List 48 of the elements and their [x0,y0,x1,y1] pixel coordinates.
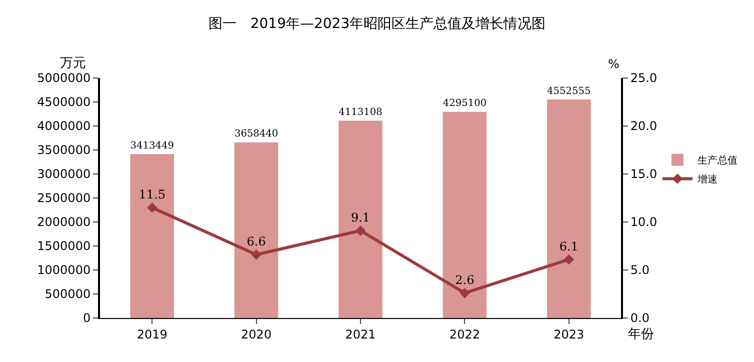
y2-tick-label: 10.0 [630,215,658,230]
legend-label: 增速 [696,174,718,186]
y-tick-label: 4000000 [37,119,91,134]
x-tick-label: 2020 [241,327,272,342]
y-tick-label: 5000000 [37,71,91,86]
point [460,288,470,298]
y2-tick-label: 20.0 [630,119,658,134]
y-tick-label: 500000 [44,287,91,302]
data-label: 2.6 [455,273,474,288]
y2-tick-label: 5.0 [630,263,650,278]
point [564,254,574,265]
data-label: 4552555 [547,86,591,97]
data-label: 3658440 [234,128,278,140]
y-tick-label: 2500000 [37,191,91,206]
y-tick-label: 3000000 [37,167,91,182]
x-axis-title: 年份 [628,327,654,342]
data-label: 9.1 [350,210,370,225]
bar [234,142,278,318]
y-tick-label: 0 [82,311,91,326]
data-label: 6.6 [246,234,266,249]
bar [338,120,382,318]
bar [547,99,591,318]
point [355,225,366,236]
chart-title: 图一 2019年—2023年昭阳区生产总值及增长情况图 [208,16,546,32]
bar [130,154,174,318]
data-label: 3413449 [130,140,174,152]
y-tick-label: 3500000 [37,143,91,158]
point [146,202,158,213]
data-label: 4113108 [338,106,382,118]
y-tick-label: 2000000 [37,215,91,230]
y2-tick-label: 15.0 [630,167,658,182]
legend-label: 生产总值 [697,154,738,167]
bar [442,112,487,318]
point [251,249,262,260]
data-label: 11.5 [138,188,166,202]
y-tick-label: 1000000 [37,263,91,278]
x-tick-label: 2021 [345,327,376,342]
y-tick-label: 4500000 [37,95,91,110]
y2-tick-label: 25.0 [630,71,658,86]
x-tick-label: 2023 [554,327,584,342]
y-tick-label: 1500000 [37,239,91,254]
x-tick-label: 2022 [449,327,480,342]
y2-axis-title: % [608,57,620,71]
x-tick-label: 2019 [136,327,168,342]
data-label: 4295100 [442,98,487,110]
data-label: 6.1 [559,239,578,254]
y2-tick-label: 0.0 [630,311,650,326]
y-axis-title: 万元 [60,56,86,71]
